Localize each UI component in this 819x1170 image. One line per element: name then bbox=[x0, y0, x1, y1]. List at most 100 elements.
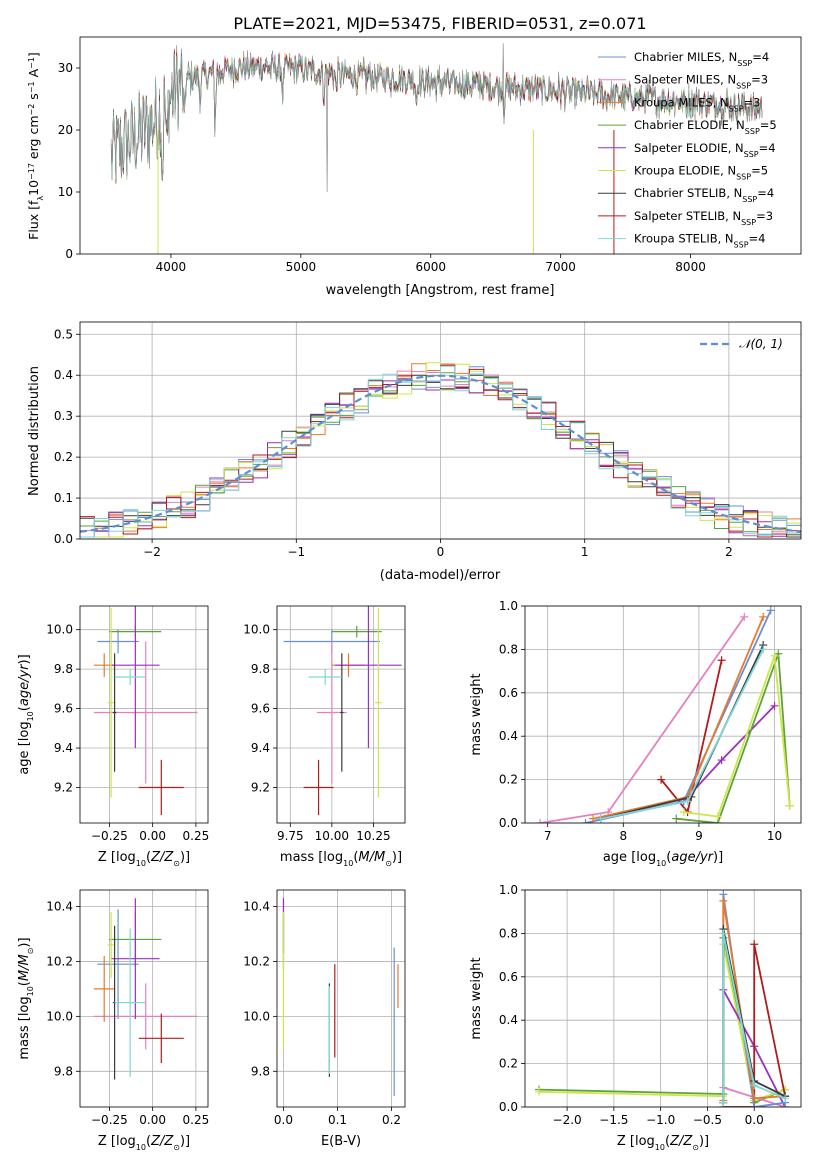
data-point bbox=[774, 649, 783, 658]
x-tick-label: 10.25 bbox=[356, 829, 390, 843]
axes-frame bbox=[276, 889, 406, 1108]
y-tick-label: 0.2 bbox=[54, 450, 73, 464]
x-axis-label: Z [log10(Z/Z⊙)] bbox=[98, 1134, 190, 1152]
x-tick-label: −1 bbox=[287, 545, 305, 559]
data-point bbox=[596, 814, 605, 823]
data-point bbox=[759, 612, 768, 621]
x-tick-label: 7000 bbox=[545, 260, 576, 274]
x-tick-label: 0.00 bbox=[139, 1113, 166, 1127]
data-point bbox=[750, 1094, 759, 1103]
data-point bbox=[536, 819, 545, 823]
y-tick-label: 9.4 bbox=[251, 741, 270, 755]
x-tick-label: 0.25 bbox=[183, 1113, 210, 1127]
x-tick-label: 0.2 bbox=[382, 1113, 401, 1127]
data-point bbox=[740, 612, 749, 621]
data-point bbox=[770, 701, 779, 710]
age_vs_mass-chart: 9.75 10.00 10.25 9.2 9.4 9.6 9.8 10.0 mass [log1… bbox=[243, 605, 406, 868]
x-tick-label: −1.5 bbox=[599, 1113, 628, 1127]
x-axis-label: Z [log10(Z/Z⊙)] bbox=[98, 850, 190, 868]
y-tick-label: 10.4 bbox=[46, 899, 73, 913]
x-tick-label: 9.75 bbox=[277, 829, 304, 843]
y-tick-label: 0.8 bbox=[499, 926, 518, 940]
mass_vs_Z-chart: −0.25 0.00 0.25 9.8 10.0 10.2 10.4 Z [log10(Z/Z… bbox=[17, 889, 210, 1152]
x-tick-label: 0.0 bbox=[745, 1113, 764, 1127]
legend-label: Kroupa ELODIE, NSSP=5 bbox=[634, 164, 768, 182]
series-line bbox=[539, 616, 746, 823]
plot-area bbox=[535, 890, 790, 1107]
legend-label: Kroupa MILES, NSSP=3 bbox=[634, 95, 760, 113]
x-tick-label: −2 bbox=[143, 545, 161, 559]
axes-frame bbox=[79, 889, 209, 1108]
x-tick-label: 10.00 bbox=[315, 829, 349, 843]
x-tick-label: 0.0 bbox=[274, 1113, 293, 1127]
x-tick-label: 8000 bbox=[675, 260, 706, 274]
data-point bbox=[581, 819, 590, 823]
x-tick-label: −0.5 bbox=[693, 1113, 722, 1127]
axes-frame bbox=[79, 321, 802, 540]
data-point bbox=[759, 645, 768, 654]
x-axis-label: Z [log10(Z/Z⊙)] bbox=[617, 1134, 709, 1152]
y-tick-label: 1.0 bbox=[499, 883, 518, 897]
residuals-chart: −2 −1 0 1 2 0.0 0.1 0.2 0.3 0.4 0.5 𝒩(0, 1) (data-mo… bbox=[27, 321, 802, 583]
data-point bbox=[657, 775, 666, 784]
legend-label: Salpeter ELODIE, NSSP=4 bbox=[634, 141, 776, 159]
series-line bbox=[600, 644, 765, 820]
x-tick-label: 5000 bbox=[286, 260, 317, 274]
mass_vs_ebv-chart: 0.0 0.1 0.2 9.8 10.0 10.2 10.4 E(B-V) bbox=[243, 889, 406, 1149]
legend-label: Salpeter STELIB, NSSP=3 bbox=[634, 209, 773, 227]
axes-frame bbox=[524, 605, 802, 824]
massweight_vs_Z-chart: −2.0 −1.5 −1.0 −0.5 0.0 0.0 0.2 0.4 0.6 0.8 1.0 Z [… bbox=[469, 883, 802, 1152]
y-axis-label: mass [log10(M/M⊙)] bbox=[17, 937, 35, 1059]
data-point bbox=[719, 1098, 728, 1107]
data-point bbox=[535, 1087, 544, 1096]
data-point bbox=[750, 1103, 759, 1107]
x-tick-label: 7 bbox=[544, 829, 552, 843]
y-tick-label: 10.0 bbox=[243, 1009, 270, 1023]
y-tick-label: 10.2 bbox=[46, 954, 73, 968]
x-tick-label: 0 bbox=[437, 545, 445, 559]
axes-frame bbox=[79, 36, 802, 255]
y-tick-label: 9.8 bbox=[251, 662, 270, 676]
y-tick-label: 9.4 bbox=[54, 741, 73, 755]
plot-area bbox=[282, 898, 399, 1097]
normal-curve bbox=[80, 374, 801, 533]
x-axis-label: wavelength [Angstrom, rest frame] bbox=[326, 283, 555, 298]
y-tick-label: 30 bbox=[58, 61, 73, 75]
data-point bbox=[766, 606, 775, 615]
series-line bbox=[676, 653, 791, 823]
plot-area bbox=[93, 606, 198, 816]
data-point bbox=[679, 808, 688, 817]
data-point bbox=[717, 756, 726, 765]
series-line bbox=[585, 609, 772, 823]
x-tick-label: −0.25 bbox=[91, 829, 128, 843]
y-tick-label: 9.8 bbox=[54, 662, 73, 676]
x-tick-label: −2.0 bbox=[553, 1113, 582, 1127]
legend-label: Salpeter MILES, NSSP=3 bbox=[634, 73, 768, 91]
data-point bbox=[589, 814, 598, 823]
data-point bbox=[719, 929, 728, 938]
x-tick-label: 9 bbox=[695, 829, 703, 843]
y-tick-label: 0.4 bbox=[54, 368, 73, 382]
x-tick-label: 0.1 bbox=[328, 1113, 347, 1127]
y-tick-label: 0.8 bbox=[499, 642, 518, 656]
model-spectrum bbox=[110, 53, 763, 180]
y-tick-label: 9.2 bbox=[54, 780, 73, 794]
y-tick-label: 1.0 bbox=[499, 599, 518, 613]
x-tick-label: 2 bbox=[725, 545, 733, 559]
y-tick-label: 10.4 bbox=[243, 899, 270, 913]
x-axis-label: E(B-V) bbox=[321, 1134, 361, 1149]
y-tick-label: 20 bbox=[58, 123, 73, 137]
y-tick-label: 10.0 bbox=[46, 1009, 73, 1023]
series-line bbox=[683, 655, 791, 818]
data-point bbox=[781, 1094, 790, 1103]
x-tick-label: 0.25 bbox=[183, 829, 210, 843]
x-axis-label: mass [log10(M/M⊙)] bbox=[280, 850, 402, 868]
x-tick-label: 1 bbox=[581, 545, 589, 559]
y-tick-label: 10.2 bbox=[243, 954, 270, 968]
data-point bbox=[713, 812, 722, 821]
model-spectrum bbox=[110, 49, 763, 179]
plot-area bbox=[283, 606, 402, 816]
y-tick-label: 0.4 bbox=[499, 1013, 518, 1027]
y-tick-label: 0.2 bbox=[499, 773, 518, 787]
x-axis-label: (data-model)/error bbox=[380, 568, 501, 583]
